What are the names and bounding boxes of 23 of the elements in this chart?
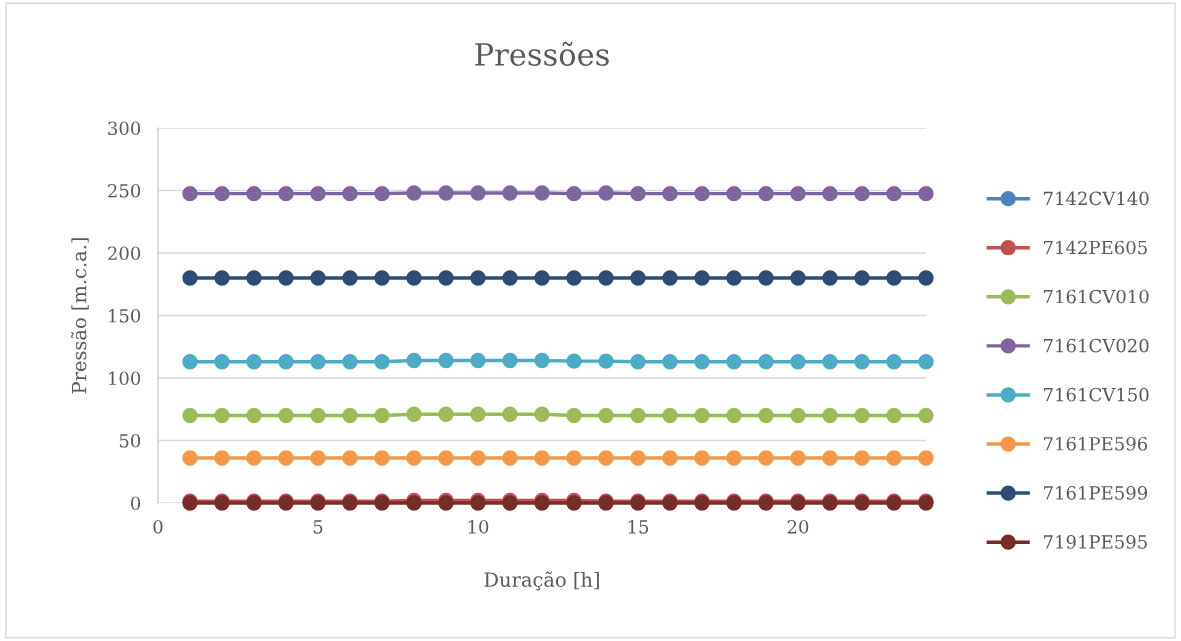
x-tick-label: 0 — [153, 519, 163, 534]
y-axis-title: Pressão [m.c.a.] — [71, 238, 89, 394]
y-tick-label: 300 — [108, 121, 141, 136]
chart-title: Pressões — [475, 41, 609, 66]
y-tick-label: 100 — [109, 371, 141, 386]
x-tick-label: 5 — [313, 520, 323, 534]
legend-label: 7161CV020 — [1044, 338, 1149, 353]
x-tick-label: 15 — [628, 519, 649, 534]
legend-label: 7161CV010 — [1044, 289, 1149, 304]
legend-label: 7191PE595 — [1044, 535, 1147, 549]
y-tick-label: 150 — [109, 308, 141, 323]
legend-label: 7161PE599 — [1044, 486, 1148, 500]
y-tick-label: 200 — [108, 246, 141, 261]
legend-label: 7161CV150 — [1044, 387, 1149, 402]
x-axis-title: Duração [h] — [484, 571, 599, 591]
legend-label: 7142PE605 — [1044, 240, 1147, 255]
x-tick-label: 20 — [787, 519, 809, 534]
x-tick-label: 10 — [468, 519, 489, 534]
legend-label: 7161PE596 — [1044, 436, 1148, 451]
y-tick-label: 50 — [119, 433, 141, 448]
legend-label: 7142CV140 — [1044, 191, 1149, 206]
y-tick-label: 0 — [131, 496, 141, 511]
y-tick-label: 250 — [108, 183, 141, 198]
